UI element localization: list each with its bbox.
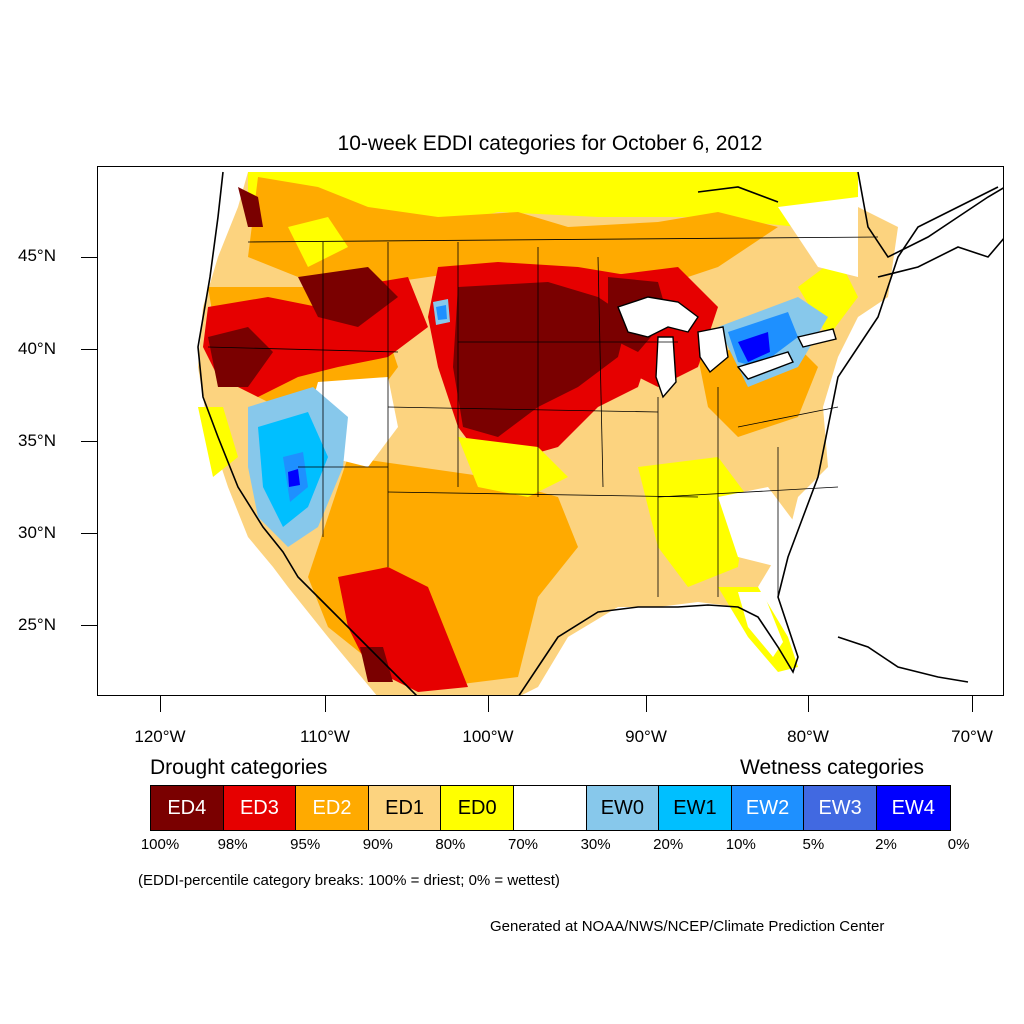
percentile-label: 0% bbox=[947, 836, 970, 853]
legend-swatch-ed1: ED1 bbox=[368, 786, 442, 830]
lon-label-100: 100°W bbox=[462, 727, 514, 746]
wetness-legend-title: Wetness categories bbox=[740, 756, 925, 779]
legend-swatch-neutral bbox=[513, 786, 587, 830]
lat-tick bbox=[81, 625, 97, 626]
legend-swatch-ew2: EW2 bbox=[731, 786, 805, 830]
lon-tick bbox=[160, 696, 161, 712]
lon-label-120: 120°W bbox=[134, 727, 186, 746]
lon-label-90: 90°W bbox=[625, 727, 667, 746]
lon-tick bbox=[488, 696, 489, 712]
lon-tick bbox=[972, 696, 973, 712]
lat-tick bbox=[81, 533, 97, 534]
eddi-map bbox=[97, 166, 1004, 696]
lat-label-45: 45°N bbox=[18, 246, 56, 265]
lon-tick bbox=[325, 696, 326, 712]
lon-tick bbox=[808, 696, 809, 712]
lat-label-35: 35°N bbox=[18, 431, 56, 450]
drought-legend-title: Drought categories bbox=[150, 756, 328, 779]
map-title: 10-week EDDI categories for October 6, 2… bbox=[337, 132, 763, 155]
legend-swatch-ed2: ED2 bbox=[296, 786, 369, 830]
legend-swatch-ew0: EW0 bbox=[586, 786, 660, 830]
percentile-label: 70% bbox=[507, 836, 539, 853]
legend-swatch-ed3: ED3 bbox=[223, 786, 297, 830]
percentile-label: 90% bbox=[362, 836, 393, 853]
lon-label-110: 110°W bbox=[300, 727, 350, 746]
percentile-label: 30% bbox=[580, 836, 611, 853]
lat-tick bbox=[81, 257, 97, 258]
lat-tick bbox=[81, 441, 97, 442]
legend-swatch-ed4: ED4 bbox=[151, 786, 224, 830]
category-note: (EDDI-percentile category breaks: 100% =… bbox=[138, 872, 560, 889]
legend-swatch-ed0: ED0 bbox=[441, 786, 514, 830]
lon-tick bbox=[646, 696, 647, 712]
lon-label-70: 70°W bbox=[951, 727, 993, 746]
percentile-label: 10% bbox=[725, 836, 756, 853]
percentile-label: 2% bbox=[875, 836, 897, 853]
percentile-label: 20% bbox=[653, 836, 684, 853]
legend-swatch-ew1: EW1 bbox=[659, 786, 732, 830]
percentile-label: 95% bbox=[290, 836, 321, 853]
lat-label-40: 40°N bbox=[18, 339, 56, 358]
percentile-label: 5% bbox=[802, 836, 825, 853]
legend-colorbar: ED4 ED3 ED2 ED1 ED0 EW0 EW1 EW2 EW3 EW4 bbox=[150, 785, 951, 831]
legend-swatch-ew4: EW4 bbox=[876, 786, 950, 830]
credit-text: Generated at NOAA/NWS/NCEP/Climate Predi… bbox=[490, 918, 885, 935]
lat-tick bbox=[81, 349, 97, 350]
percentile-label: 100% bbox=[140, 836, 180, 853]
percentile-label: 80% bbox=[435, 836, 466, 853]
lat-label-30: 30°N bbox=[18, 523, 56, 542]
legend-swatch-ew3: EW3 bbox=[804, 786, 877, 830]
percentile-label: 98% bbox=[217, 836, 248, 853]
lon-label-80: 80°W bbox=[787, 727, 829, 746]
lat-label-25: 25°N bbox=[18, 615, 56, 634]
